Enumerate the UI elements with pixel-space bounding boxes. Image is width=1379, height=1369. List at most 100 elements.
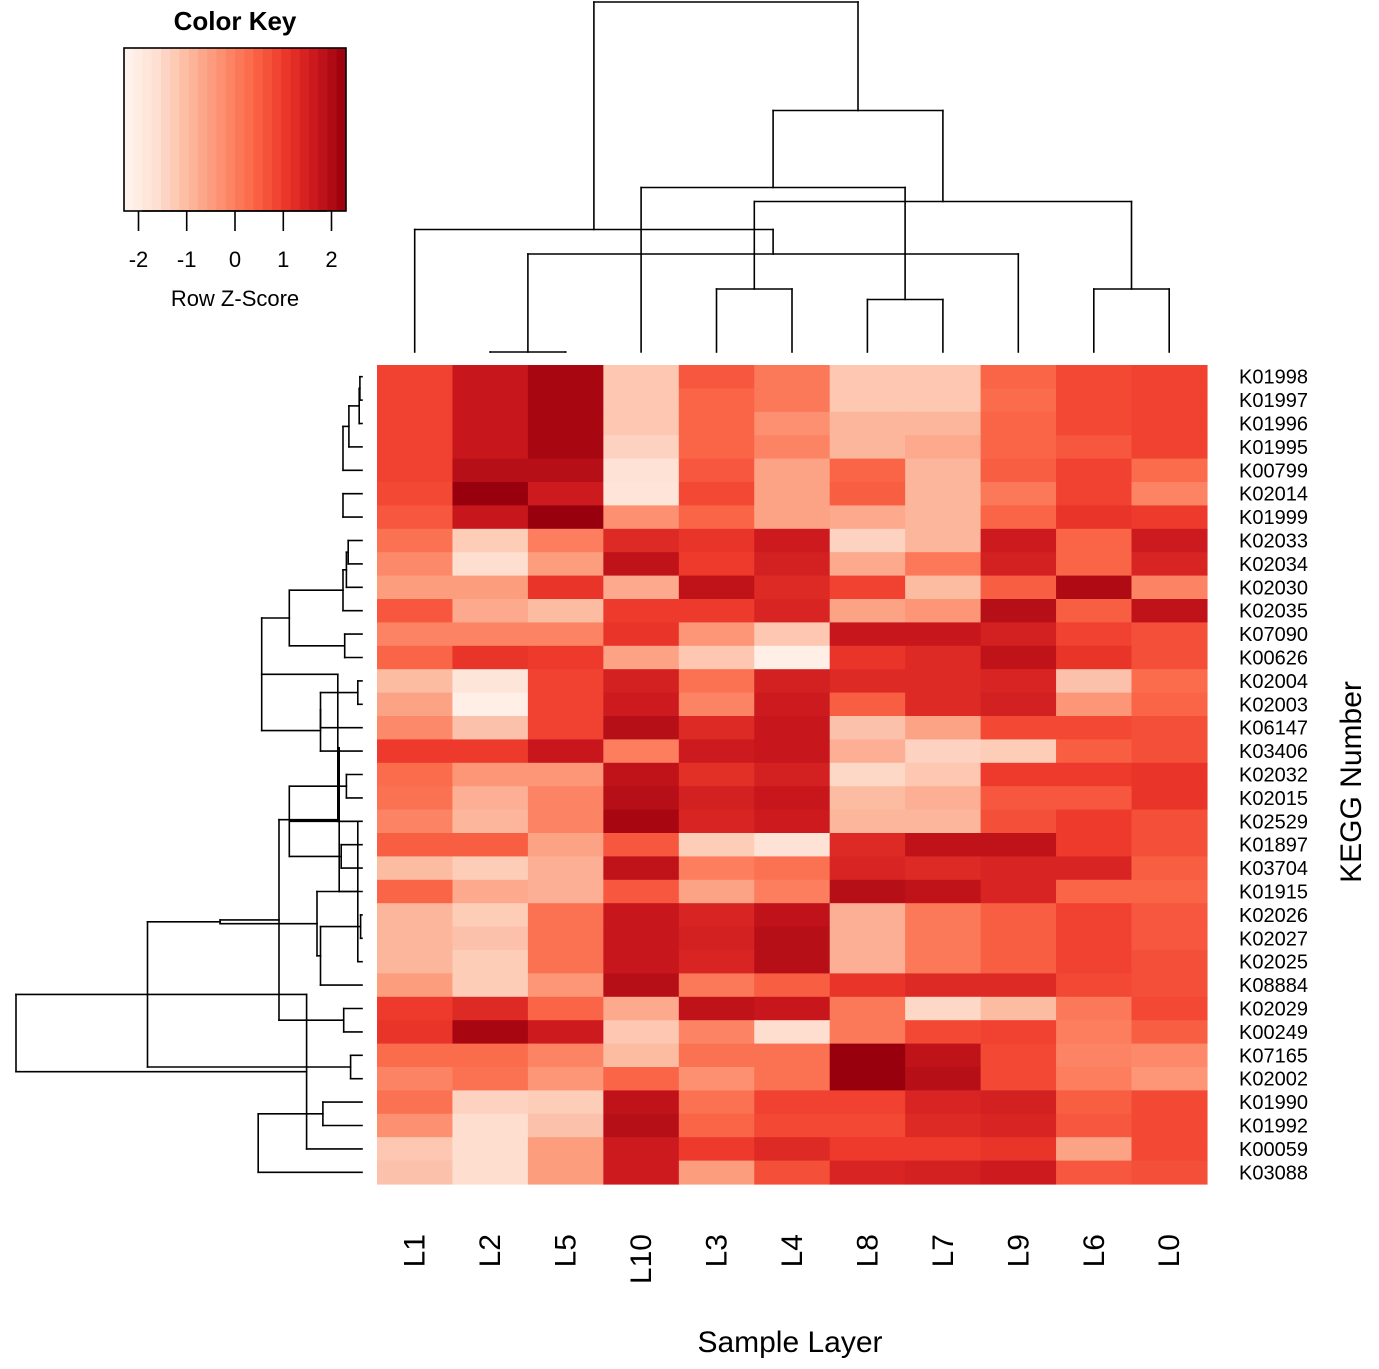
row-dendrogram [15, 375, 363, 1174]
heatmap-cell-K00059-L6 [1056, 1137, 1133, 1162]
heatmap-cell-K00059-L4 [754, 1137, 831, 1162]
heatmap-cell-K02025-L8 [829, 950, 906, 974]
heatmap-cell-K01995-L3 [678, 435, 755, 460]
color-key-step [142, 48, 153, 211]
heatmap-cell-K08884-L5 [527, 973, 604, 998]
heatmap-cell-K01998-L3 [678, 365, 755, 389]
heatmap-cell-K02004-L9 [980, 669, 1057, 694]
heatmap-cell-K02015-L10 [603, 786, 680, 811]
heatmap-cell-K07165-L4 [754, 1043, 831, 1068]
heatmap-cell-K00249-L5 [527, 1020, 604, 1045]
heatmap-cell-K02029-L6 [1056, 996, 1133, 1021]
y-axis-title: KEGG Number [1335, 681, 1368, 883]
heatmap-cell-K01999-L0 [1131, 505, 1208, 530]
heatmap-cell-K02004-L10 [603, 669, 680, 694]
heatmap-cell-K00249-L6 [1056, 1020, 1133, 1045]
heatmap-cell-K07165-L2 [452, 1043, 529, 1068]
heatmap-cell-K00799-L3 [678, 458, 755, 483]
heatmap-cell-K01992-L0 [1131, 1113, 1208, 1138]
heatmap-cell-K01995-L2 [452, 435, 529, 460]
heatmap-cell-K01996-L9 [980, 411, 1057, 436]
row-label-K02529: K02529 [1239, 811, 1308, 833]
heatmap-cell-K01897-L1 [377, 833, 454, 857]
heatmap-cell-K02002-L5 [527, 1067, 604, 1091]
heatmap-cell-K01997-L7 [905, 388, 982, 413]
heatmap-cell-K03406-L5 [527, 739, 604, 764]
heatmap-cell-K02032-L6 [1056, 762, 1133, 787]
heatmap-cell-K02034-L10 [603, 552, 680, 577]
heatmap-cell-K02030-L10 [603, 575, 680, 600]
heatmap-cell-K01992-L1 [377, 1113, 454, 1138]
row-label-K07165: K07165 [1239, 1045, 1308, 1067]
heatmap-cell-K02026-L1 [377, 903, 454, 928]
heatmap-cell-K00249-L2 [452, 1020, 529, 1045]
heatmap-cell-K02033-L3 [678, 528, 755, 553]
heatmap-cell-K02026-L2 [452, 903, 529, 928]
heatmap-cell-K02529-L7 [905, 809, 982, 834]
heatmap-cell-K00059-L5 [527, 1137, 604, 1162]
heatmap-cell-K02034-L3 [678, 552, 755, 577]
heatmap-cell-K01897-L4 [754, 833, 831, 857]
heatmap-cell-K03406-L4 [754, 739, 831, 764]
heatmap-cell-K02025-L2 [452, 950, 529, 974]
heatmap-cell-K02033-L0 [1131, 528, 1208, 553]
heatmap-cell-K06147-L2 [452, 716, 529, 740]
heatmap-cell-K01995-L0 [1131, 435, 1208, 460]
heatmap-cell-K03406-L9 [980, 739, 1057, 764]
heatmap-cell-K01992-L4 [754, 1113, 831, 1138]
heatmap-cell-K02029-L3 [678, 996, 755, 1021]
heatmap-cell-K02015-L6 [1056, 786, 1133, 811]
heatmap-cell-K02002-L1 [377, 1067, 454, 1091]
heatmap-cell-K02529-L0 [1131, 809, 1208, 834]
heatmap-cell-K02034-L0 [1131, 552, 1208, 577]
heatmap-cell-K02004-L7 [905, 669, 982, 694]
heatmap-cell-K01998-L5 [527, 365, 604, 389]
heatmap-cell-K08884-L3 [678, 973, 755, 998]
row-label-K00059: K00059 [1239, 1139, 1308, 1161]
heatmap-cell-K00249-L4 [754, 1020, 831, 1045]
heatmap-cell-K01999-L4 [754, 505, 831, 530]
heatmap-cell-K01997-L1 [377, 388, 454, 413]
heatmap-cell-K02025-L6 [1056, 950, 1133, 974]
heatmap-cell-K01996-L4 [754, 411, 831, 436]
heatmap-cell-K01998-L8 [829, 365, 906, 389]
heatmap-cell-K07090-L9 [980, 622, 1057, 647]
heatmap-cell-K01999-L3 [678, 505, 755, 530]
heatmap-cell-K01915-L9 [980, 879, 1057, 904]
heatmap-cell-K02004-L5 [527, 669, 604, 694]
heatmap-cell-K02002-L8 [829, 1067, 906, 1091]
heatmap-cell-K00249-L9 [980, 1020, 1057, 1045]
column-dendrogram [413, 1, 1170, 353]
heatmap-cell-K01990-L8 [829, 1090, 906, 1115]
heatmap-cell-K02030-L0 [1131, 575, 1208, 600]
color-key-step [262, 48, 273, 211]
heatmap-cell-K01992-L6 [1056, 1113, 1133, 1138]
color-key-step [170, 48, 180, 211]
heatmap-cell-K02002-L3 [678, 1067, 755, 1091]
heatmap-cell-K02029-L0 [1131, 996, 1208, 1021]
heatmap-cell-K02035-L7 [905, 599, 982, 623]
heatmap-cell-K03406-L3 [678, 739, 755, 764]
heatmap-cell-K06147-L3 [678, 716, 755, 740]
heatmap-cell-K07090-L2 [452, 622, 529, 647]
heatmap-cell-K02034-L1 [377, 552, 454, 577]
heatmap-cell-K00626-L9 [980, 645, 1057, 670]
heatmap-cell-K02015-L1 [377, 786, 454, 811]
heatmap-cell-K02033-L4 [754, 528, 831, 553]
heatmap-cell-K02529-L9 [980, 809, 1057, 834]
heatmap-cell-K03704-L5 [527, 856, 604, 881]
color-key-tick-label: 2 [325, 247, 337, 272]
color-key-step [161, 48, 171, 211]
heatmap-cell-K02027-L7 [905, 926, 982, 951]
heatmap-cell-K02015-L8 [829, 786, 906, 811]
row-label-K00799: K00799 [1239, 460, 1308, 482]
heatmap-cell-K02029-L10 [603, 996, 680, 1021]
heatmap-cell-K01999-L5 [527, 505, 604, 530]
heatmap-cell-K02027-L1 [377, 926, 454, 951]
heatmap-cell-K01990-L10 [603, 1090, 680, 1115]
row-label-K03406: K03406 [1239, 741, 1308, 763]
heatmap-cell-K02035-L9 [980, 599, 1057, 623]
heatmap-cell-K02025-L9 [980, 950, 1057, 974]
heatmap-cell-K01999-L2 [452, 505, 529, 530]
heatmap-cell-K01998-L7 [905, 365, 982, 389]
